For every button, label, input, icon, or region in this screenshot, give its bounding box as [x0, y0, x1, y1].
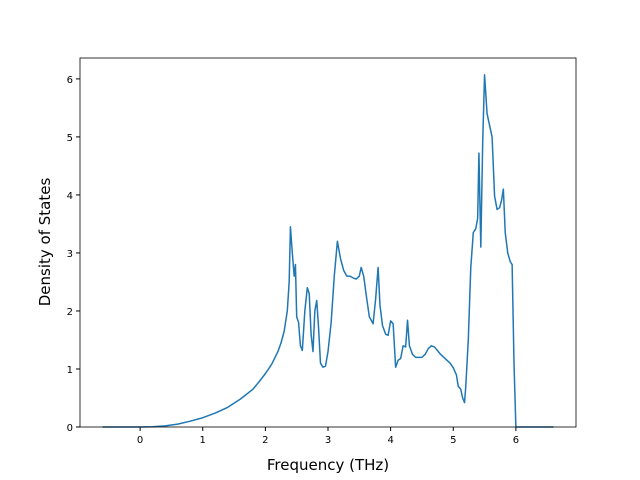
- line: [102, 74, 554, 428]
- x-tick-label: 1: [200, 435, 206, 446]
- x-tick-label: 4: [387, 435, 393, 446]
- x-tick-label: 2: [262, 435, 268, 446]
- x-tick-label: 0: [137, 435, 143, 446]
- x-tick-label: 6: [513, 435, 519, 446]
- y-tick-label: 3: [67, 249, 73, 260]
- y-tick-label: 1: [67, 365, 73, 376]
- y-tick-label: 2: [67, 307, 73, 318]
- plot-frame: [79, 57, 577, 428]
- x-tick-label: 5: [450, 435, 456, 446]
- y-tick-label: 6: [67, 75, 73, 86]
- y-tick-label: 5: [67, 133, 73, 144]
- x-axis-label: Frequency (THz): [267, 456, 389, 474]
- y-axis-label: Density of States: [36, 178, 54, 307]
- x-tick-label: 3: [325, 435, 331, 446]
- y-tick-label: 4: [67, 191, 73, 202]
- y-tick-label: 0: [67, 423, 73, 434]
